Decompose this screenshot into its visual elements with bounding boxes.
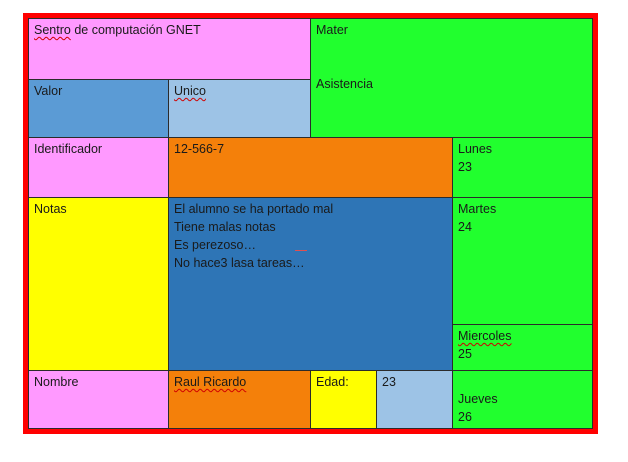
notes-line: Tiene malas notas: [174, 220, 276, 234]
name-cell: Raul Ricardo: [168, 370, 311, 429]
age-label: Edad:: [316, 375, 349, 389]
name-label: Nombre: [34, 375, 79, 389]
subject-attendance-cell: Mater Asistencia: [310, 18, 593, 138]
notes-line: Es perezoso…: [174, 238, 256, 252]
name-value: Raul Ricardo: [174, 375, 247, 389]
subject-label: Mater: [316, 23, 348, 37]
day-wednesday-label: Miercoles: [458, 329, 512, 343]
day-tuesday-label: Martes: [458, 202, 497, 216]
day-monday-label: Lunes: [458, 142, 493, 156]
name-label-cell: Nombre: [28, 370, 169, 429]
value-label: Valor: [34, 84, 63, 98]
identifier-label: Identificador: [34, 142, 103, 156]
day-monday-cell: Lunes 23: [452, 137, 593, 198]
value-cell: Unico: [168, 79, 311, 138]
notes-line: El alumno se ha portado mal: [174, 202, 334, 216]
notes-label-cell: Notas: [28, 197, 169, 371]
notes-label: Notas: [34, 202, 67, 216]
day-thursday-value: 26: [458, 410, 472, 424]
day-monday-value: 23: [458, 160, 472, 174]
school-name-prefix: Sentro: [34, 23, 71, 37]
age-value: 23: [382, 375, 396, 389]
value-text: Unico: [174, 84, 206, 98]
day-thursday-label: Jueves: [458, 392, 498, 406]
age-label-cell: Edad:: [310, 370, 377, 429]
value-label-cell: Valor: [28, 79, 169, 138]
day-wednesday-cell: Miercoles 25: [452, 324, 593, 371]
identifier-label-cell: Identificador: [28, 137, 169, 198]
identifier-cell: 12-566-7: [168, 137, 453, 198]
school-name-rest: de computación GNET: [70, 23, 201, 37]
attendance-label: Asistencia: [316, 77, 373, 91]
spellcheck-mark: [295, 250, 307, 251]
day-thursday-cell: Jueves 26: [452, 370, 593, 429]
day-tuesday-value: 24: [458, 220, 472, 234]
notes-cell: El alumno se ha portado mal Tiene malas …: [168, 197, 453, 371]
school-name-cell: Sentro de computación GNET: [28, 18, 311, 80]
identifier-value: 12-566-7: [174, 142, 225, 156]
day-wednesday-value: 25: [458, 347, 472, 361]
notes-line: No hace3 lasa tareas…: [174, 256, 305, 270]
day-tuesday-cell: Martes 24: [452, 197, 593, 325]
age-cell: 23: [376, 370, 453, 429]
